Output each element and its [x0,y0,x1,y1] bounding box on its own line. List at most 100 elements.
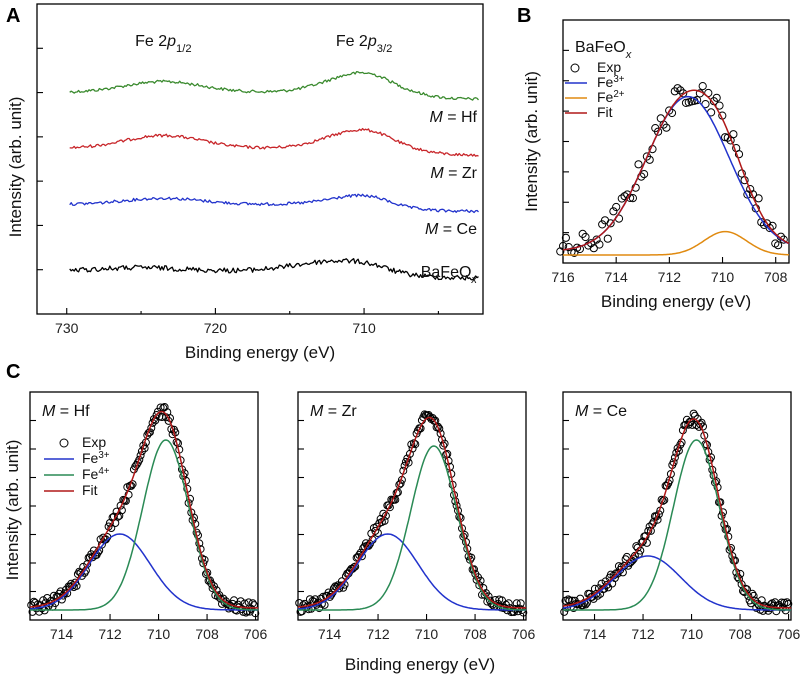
panel-c-exp-point [700,431,709,440]
panel-b-exp-point [779,235,788,244]
panel-b-ylabel: Intensity (arb. unit) [522,71,541,212]
panel-c-exp-point [124,490,133,499]
panel-b-legend-label: Fit [597,104,613,120]
panel-c-legend-label: Fit [82,482,98,498]
panel-c-ylabel: Intensity (arb. unit) [3,440,22,581]
panel-b-legend-label: Fe2+​ [597,89,625,106]
panel-b-legend-marker [570,63,580,73]
panel-b-legend-label-part: 2+ [613,89,624,100]
panel-c-xtick-label: 714 [50,626,74,642]
panel-c-xtick-label: 710 [680,626,704,642]
panel-c-exp-point [143,431,152,440]
panel-c-exp-point [214,592,222,601]
panel-b-exp-point [654,127,663,136]
panel-b-title-part: BaFeO [575,39,626,56]
panel-a-series-label: M = Ce [425,221,477,238]
panel-c-exp-point [689,409,698,418]
panel-c-exp-point [512,599,521,608]
panel-b-xtick-label: 714 [604,269,628,285]
panel-c-frame [29,391,259,621]
panel-b-exp-point [676,86,685,95]
panel-b-legend-label-part: Fe [597,89,614,105]
panel-c-exp-point [336,581,345,590]
panel-c-legend-label: Exp [82,434,106,450]
panel-c-exp-point [68,581,77,590]
panel-a-xlabel: Binding energy (eV) [185,343,335,362]
panel-c-exp-point [409,439,418,448]
panel-c-exp-point [136,451,145,460]
panel-b-exp-point [606,219,615,228]
panel-b-legend-label-part: Fit [597,104,613,120]
panel-b-exp-point [595,240,604,249]
panel-c-fit-curve [29,410,258,609]
panel-c-exp-point [157,413,166,421]
panel-b-exp-point [581,232,590,242]
panel-a-series-label-part: = Ce [438,221,477,238]
panel-c-xtick-label: 710 [415,626,439,642]
panel-b-exp-point [681,98,691,108]
panel-c-legend-label-part: Exp [82,434,106,450]
panel-c-exp-point [783,598,791,607]
panel-c-m-label: M = Zr [310,403,357,420]
panel-c-xtick-label: 708 [195,626,219,642]
panel-c-m-label-part: = Zr [323,403,357,420]
panel-c-exp-point [434,422,442,431]
panel-b-exp-point [774,241,783,250]
panel-b-exp-point [765,223,774,233]
panel-c-exp-point [416,424,425,433]
panel-a-series-label: M = Hf [429,109,477,126]
panel-b-exp-point [592,235,601,244]
panel-c-m-label-part: = Ce [588,403,627,420]
panel-b-legend-label-part: Fe [597,74,614,90]
panel-a-series-line [69,71,479,101]
panel-c-exp-point [60,589,69,598]
panel-b-exp-point [662,123,671,132]
panel-c-exp-point [29,597,38,606]
panel-a-xtick-label: 730 [55,320,79,336]
panel-c-legend-label-part: Fe [82,466,99,482]
panel-a-series-line [69,127,479,157]
panel-c-xtick-label: 706 [512,626,536,642]
panel-c-exp-point [39,596,48,605]
panel-c-exp-point [149,415,158,424]
panel-c-exp-point [248,599,257,608]
panel-c-legend-label-part: 4+ [98,466,109,477]
panel-b-exp-point [564,243,573,252]
panel-b-legend-label: Fe3+​ [597,74,625,91]
panel-b-exp-point [715,101,724,110]
panel-a-series-label-part: = Zr [444,165,478,182]
panel-c-exp-point [744,591,753,600]
panel-c-fe4-curve [563,439,791,611]
panel-c-exp-point [349,563,358,572]
panel-b-xlabel: Binding energy (eV) [601,292,751,311]
panel-c-xtick-label: 708 [728,626,752,642]
panel-c-fit-curve [562,418,792,609]
panel-c-xtick-label: 712 [98,626,122,642]
panel-b-exp-point [561,233,571,242]
panel-a-peak-label-part: p [367,33,377,50]
panel-c-exp-point [300,599,309,608]
panel-c-xtick-label: 706 [777,626,801,642]
panel-c-exp-point [480,590,489,599]
panel-c-exp-point [395,480,404,489]
panel-c-legend-label: Fe3+​ [82,450,110,467]
panel-b-legend-label-part: Exp [597,59,621,75]
panel-b-exp-point [729,130,738,139]
panel-b-exp-point [609,207,618,216]
panel-c-exp-point [385,503,394,512]
panel-b-exp-point [693,96,702,105]
panel-c-fe3-curve [29,533,258,611]
panel-c-m-label-part: M [310,403,324,420]
panel-b-exp-point [665,106,674,115]
panel-a-xtick-label: 720 [204,320,228,336]
panel-b-exp-point [589,244,598,253]
panel-b-fit-curve [562,89,790,251]
panel-b-exp-point [628,194,638,203]
panel-c-fe4-curve [298,445,526,611]
panel-c-exp-point [475,581,484,590]
panel-c-legend-marker [59,438,69,448]
panel-a-series-label: BaFeOx​ [421,264,478,286]
panel-c-exp-point [351,562,360,571]
panel-b-title: BaFeOx​ [575,39,632,61]
